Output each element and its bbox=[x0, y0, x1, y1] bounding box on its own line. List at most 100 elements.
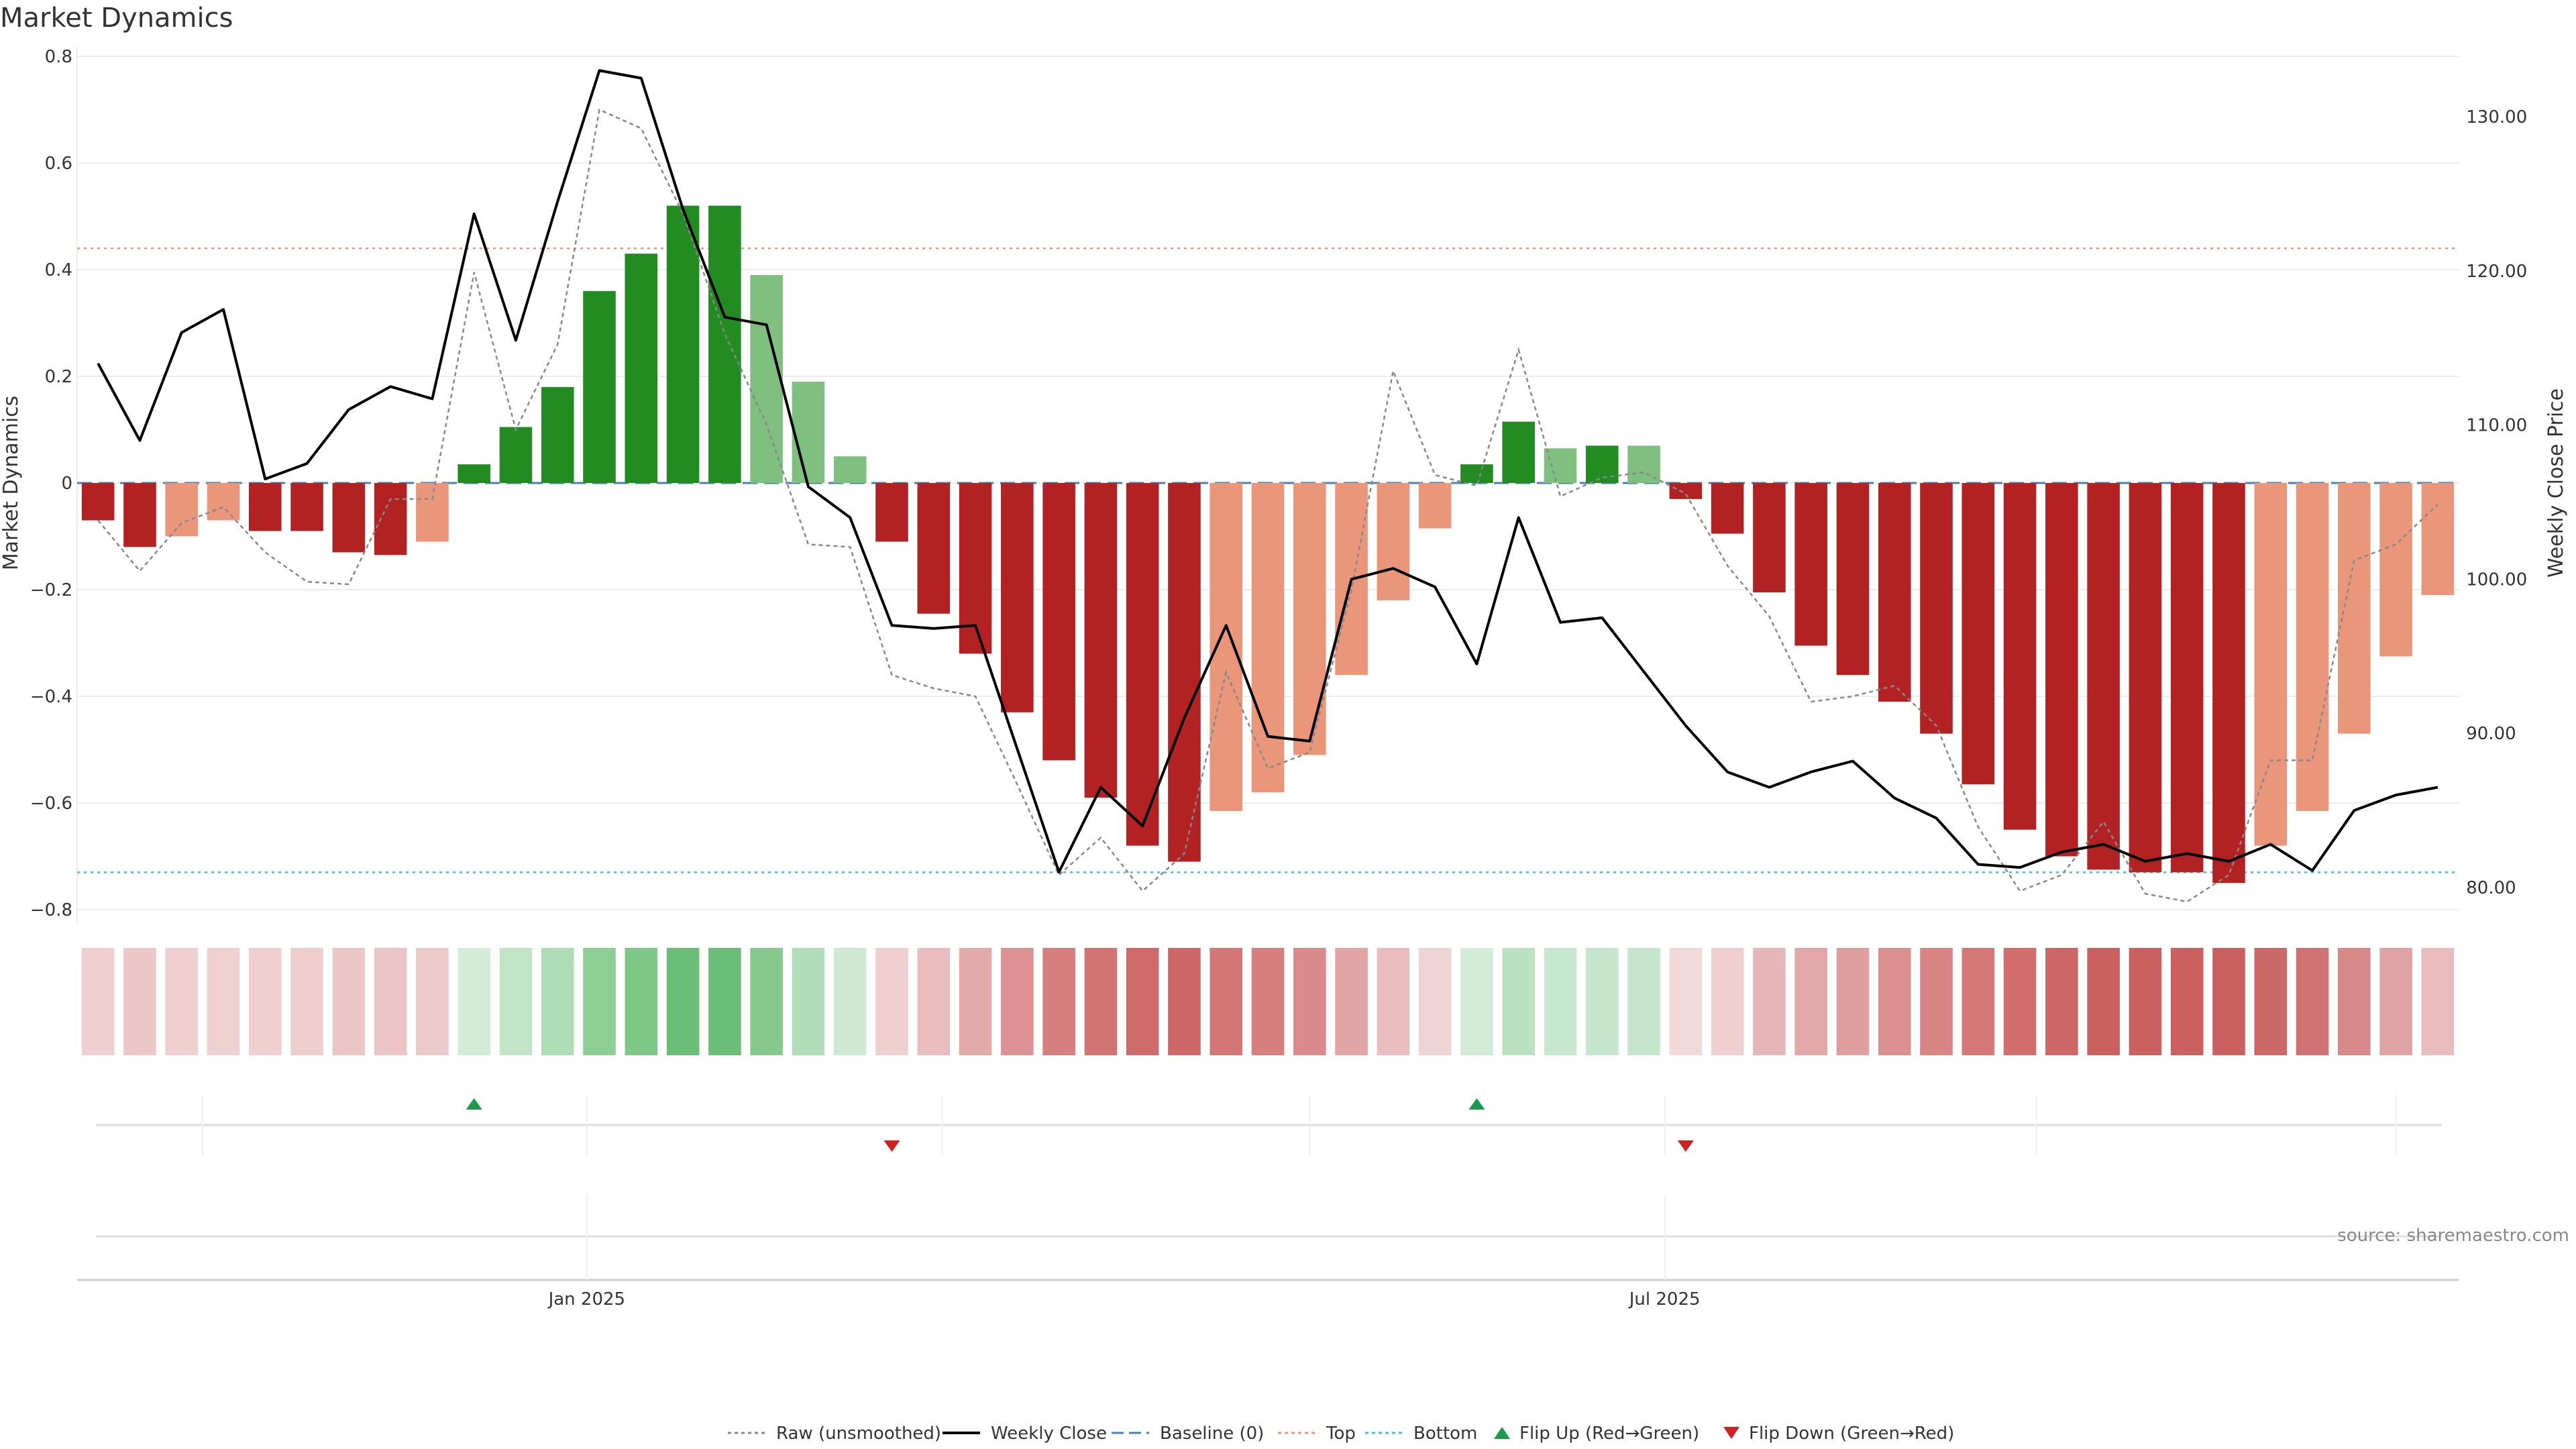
weekly-close-line bbox=[97, 69, 2438, 873]
bar bbox=[1042, 483, 1075, 761]
x-tick-label: Jan 2025 bbox=[547, 1289, 626, 1309]
heat-cell bbox=[625, 948, 658, 1055]
heat-cell bbox=[1377, 948, 1410, 1055]
heat-cell bbox=[1753, 948, 1786, 1055]
chart-title: Market Dynamics bbox=[0, 3, 233, 34]
heat-cell bbox=[541, 948, 574, 1055]
bar bbox=[2254, 483, 2288, 846]
heat-cell bbox=[1084, 948, 1118, 1055]
bar bbox=[2212, 483, 2245, 883]
bar bbox=[625, 254, 658, 483]
heat-cell bbox=[2045, 948, 2078, 1055]
bar bbox=[1794, 483, 1827, 646]
heat-cell bbox=[2129, 948, 2162, 1055]
heat-cell bbox=[1418, 948, 1452, 1055]
bar bbox=[1001, 483, 1034, 712]
heat-cell bbox=[1293, 948, 1326, 1055]
bar bbox=[248, 483, 282, 531]
heat-cell bbox=[499, 948, 533, 1055]
heat-cell bbox=[666, 948, 700, 1055]
flip-up-marker bbox=[1468, 1098, 1485, 1110]
bar bbox=[123, 483, 156, 547]
left-tick-label: −0.8 bbox=[30, 900, 72, 920]
bar bbox=[458, 464, 490, 483]
weekly-close-series bbox=[97, 69, 2438, 873]
heat-cell bbox=[1502, 948, 1535, 1055]
heat-cell bbox=[290, 948, 323, 1055]
right-tick-label: 120.00 bbox=[2461, 262, 2527, 282]
flip-up-marker bbox=[466, 1098, 482, 1110]
heat-cell bbox=[81, 948, 115, 1055]
left-axis-label: Market Dynamics bbox=[0, 396, 23, 571]
bar bbox=[2045, 483, 2078, 857]
bar bbox=[416, 483, 449, 542]
flip-down-marker bbox=[883, 1140, 900, 1152]
flip-panel bbox=[96, 1095, 2442, 1155]
heat-cell bbox=[1335, 948, 1368, 1055]
bar bbox=[1502, 421, 1535, 483]
heat-cell bbox=[708, 948, 741, 1055]
heat-cell bbox=[123, 948, 156, 1055]
left-tick-label: 0.4 bbox=[45, 260, 72, 280]
legend: Raw (unsmoothed) Weekly Close Baseline (0)… bbox=[728, 1424, 1954, 1444]
heat-cell bbox=[1878, 948, 1911, 1055]
legend-label: Bottom bbox=[1413, 1424, 1477, 1444]
heat-cell bbox=[1836, 948, 1870, 1055]
heat-cell bbox=[792, 948, 825, 1055]
legend-marker bbox=[1723, 1427, 1739, 1439]
right-tick-label: 90.00 bbox=[2461, 724, 2516, 744]
bar bbox=[207, 483, 240, 521]
bar bbox=[374, 483, 407, 555]
bar bbox=[1084, 483, 1118, 798]
heat-cell bbox=[1168, 948, 1201, 1055]
legend-label: Flip Down (Green→Red) bbox=[1749, 1424, 1954, 1444]
legend-marker bbox=[1494, 1427, 1510, 1439]
heat-cell bbox=[165, 948, 198, 1055]
bar bbox=[2296, 483, 2329, 811]
heat-cell bbox=[332, 948, 366, 1055]
bar bbox=[1920, 483, 1953, 734]
bar bbox=[165, 483, 198, 537]
heat-cell bbox=[374, 948, 407, 1055]
bar bbox=[666, 205, 700, 483]
bar bbox=[1126, 483, 1159, 846]
bar bbox=[2003, 483, 2037, 830]
heat-strip bbox=[81, 948, 2455, 1055]
bar bbox=[833, 456, 867, 483]
bar bbox=[708, 205, 741, 483]
bar bbox=[1460, 464, 1493, 483]
heat-cell bbox=[1126, 948, 1159, 1055]
bar bbox=[1962, 483, 1995, 785]
heat-cell bbox=[1544, 948, 1577, 1055]
bar bbox=[792, 381, 825, 483]
bar-series bbox=[81, 205, 2455, 883]
bar bbox=[1168, 483, 1201, 862]
left-tick-label: 0.8 bbox=[45, 47, 72, 67]
heat-cell bbox=[1210, 948, 1243, 1055]
left-tick-label: −0.4 bbox=[30, 687, 72, 707]
heat-cell bbox=[583, 948, 616, 1055]
bar bbox=[499, 427, 533, 483]
left-axis-ticks: 0.8 0.6 0.4 0.2 0 −0.2 −0.4 −0.6 −0.8 bbox=[30, 47, 72, 920]
bar bbox=[1585, 445, 1619, 483]
bar bbox=[1544, 448, 1577, 483]
heat-cell bbox=[1962, 948, 1995, 1055]
bar bbox=[1251, 483, 1285, 793]
heat-cell bbox=[1460, 948, 1493, 1055]
bar bbox=[1836, 483, 1870, 676]
heat-cell bbox=[248, 948, 282, 1055]
right-tick-label: 100.00 bbox=[2461, 570, 2527, 590]
heat-cell bbox=[2087, 948, 2120, 1055]
left-tick-label: 0.6 bbox=[45, 154, 72, 174]
heat-cell bbox=[1669, 948, 1703, 1055]
left-tick-label: −0.6 bbox=[30, 794, 72, 814]
heat-cell bbox=[959, 948, 992, 1055]
legend-label: Raw (unsmoothed) bbox=[776, 1424, 941, 1444]
bar bbox=[2087, 483, 2120, 870]
bar bbox=[290, 483, 323, 531]
source-text: source: sharemaestro.com bbox=[2337, 1226, 2569, 1246]
heat-cell bbox=[2379, 948, 2412, 1055]
bottom-panel bbox=[77, 1194, 2459, 1281]
bar bbox=[875, 483, 908, 542]
